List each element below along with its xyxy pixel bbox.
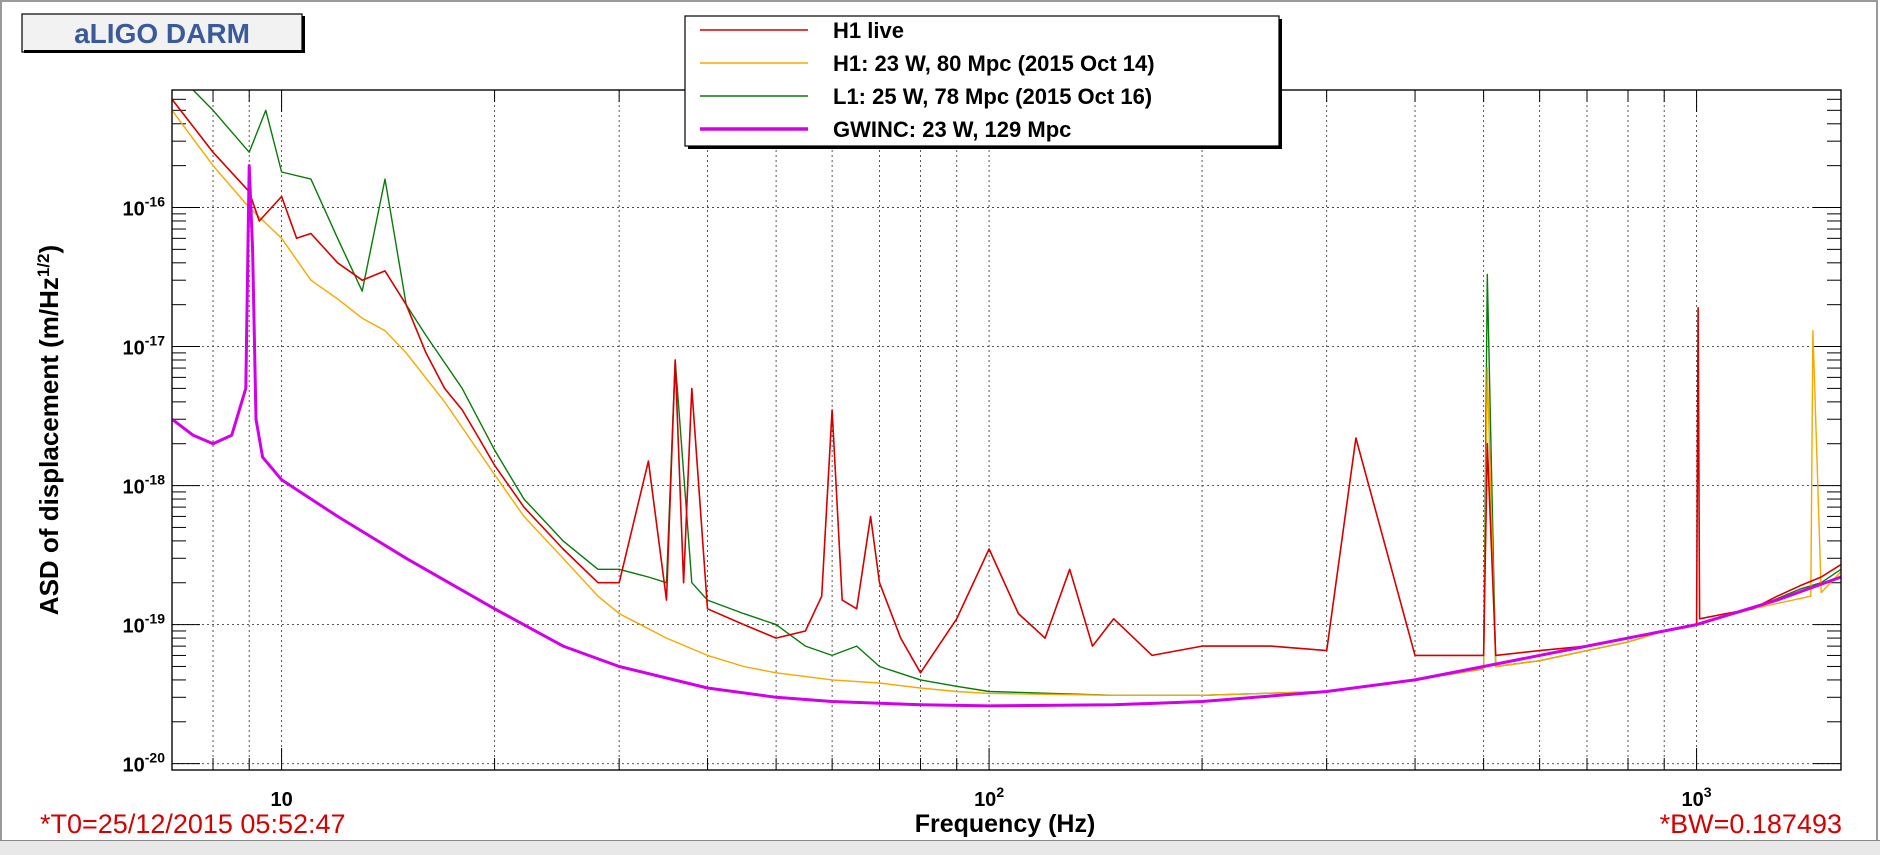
- legend-label: L1: 25 W, 78 Mpc (2015 Oct 16): [833, 84, 1152, 109]
- y-axis-label: ASD of displacement (m/Hz1/2): [34, 245, 65, 615]
- x-tick-label: 10: [270, 789, 292, 811]
- bandwidth-readout: *BW=0.187493: [1660, 809, 1842, 839]
- y-tick-label: 10-19: [123, 611, 166, 638]
- plot-area: [171, 89, 1842, 771]
- y-tick-label: 10-16: [123, 193, 166, 220]
- status-strip: [0, 840, 1880, 855]
- x-tick-labels: 10 102 103: [270, 784, 1711, 811]
- legend-label: GWINC: 23 W, 129 Mpc: [833, 117, 1071, 142]
- axis-ticks: [171, 89, 1841, 771]
- title-box: aLIGO DARM: [21, 13, 305, 53]
- grid-lines: [171, 90, 1841, 770]
- y-tick-label: 10-17: [123, 333, 166, 360]
- legend-label: H1: 23 W, 80 Mpc (2015 Oct 14): [833, 51, 1155, 76]
- x-tick-label: 103: [1682, 784, 1712, 811]
- y-tick-label: 10-20: [123, 750, 166, 777]
- y-tick-labels: 10-20 10-19 10-18 10-17 10-16: [123, 193, 166, 776]
- series-line-3: [172, 164, 1841, 708]
- series-line-1: [172, 109, 1841, 696]
- legend-box: [684, 15, 1280, 147]
- legend-label: H1 live: [833, 18, 904, 43]
- legend: H1 live H1: 23 W, 80 Mpc (2015 Oct 14) L1:…: [684, 15, 1282, 149]
- chart-title: aLIGO DARM: [74, 18, 250, 49]
- series-layer: [172, 90, 1841, 708]
- x-axis-label: Frequency (Hz): [915, 810, 1096, 838]
- t0-timestamp: *T0=25/12/2015 05:52:47: [40, 809, 346, 839]
- y-tick-label: 10-18: [123, 472, 166, 499]
- x-tick-label: 102: [974, 784, 1004, 811]
